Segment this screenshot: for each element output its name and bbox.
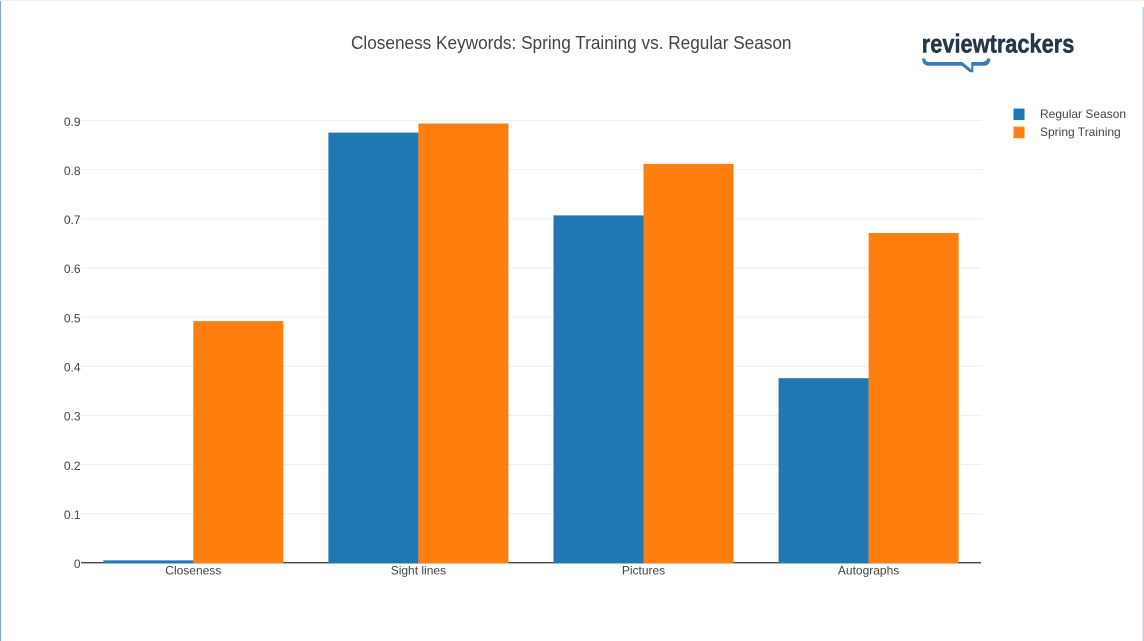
- svg-text:Closeness: Closeness: [165, 564, 221, 578]
- svg-text:0.2: 0.2: [64, 459, 81, 473]
- svg-text:Spring Training: Spring Training: [1040, 125, 1121, 139]
- svg-text:0.3: 0.3: [64, 410, 81, 424]
- svg-text:0.4: 0.4: [64, 361, 81, 375]
- svg-text:0.9: 0.9: [64, 115, 81, 129]
- svg-text:0.1: 0.1: [64, 508, 81, 522]
- svg-text:Autographs: Autographs: [838, 564, 899, 578]
- svg-text:0.8: 0.8: [64, 164, 81, 178]
- svg-text:Closeness Keywords: Spring Tra: Closeness Keywords: Spring Training vs. …: [351, 33, 792, 53]
- svg-text:reviewtrackers: reviewtrackers: [922, 29, 1075, 59]
- svg-text:0.5: 0.5: [64, 311, 81, 325]
- svg-text:0.6: 0.6: [64, 262, 81, 276]
- svg-text:0.7: 0.7: [64, 213, 81, 227]
- svg-text:Pictures: Pictures: [622, 564, 665, 578]
- svg-text:Sight lines: Sight lines: [391, 564, 446, 578]
- svg-text:Regular Season: Regular Season: [1040, 107, 1126, 121]
- svg-text:0: 0: [74, 557, 81, 571]
